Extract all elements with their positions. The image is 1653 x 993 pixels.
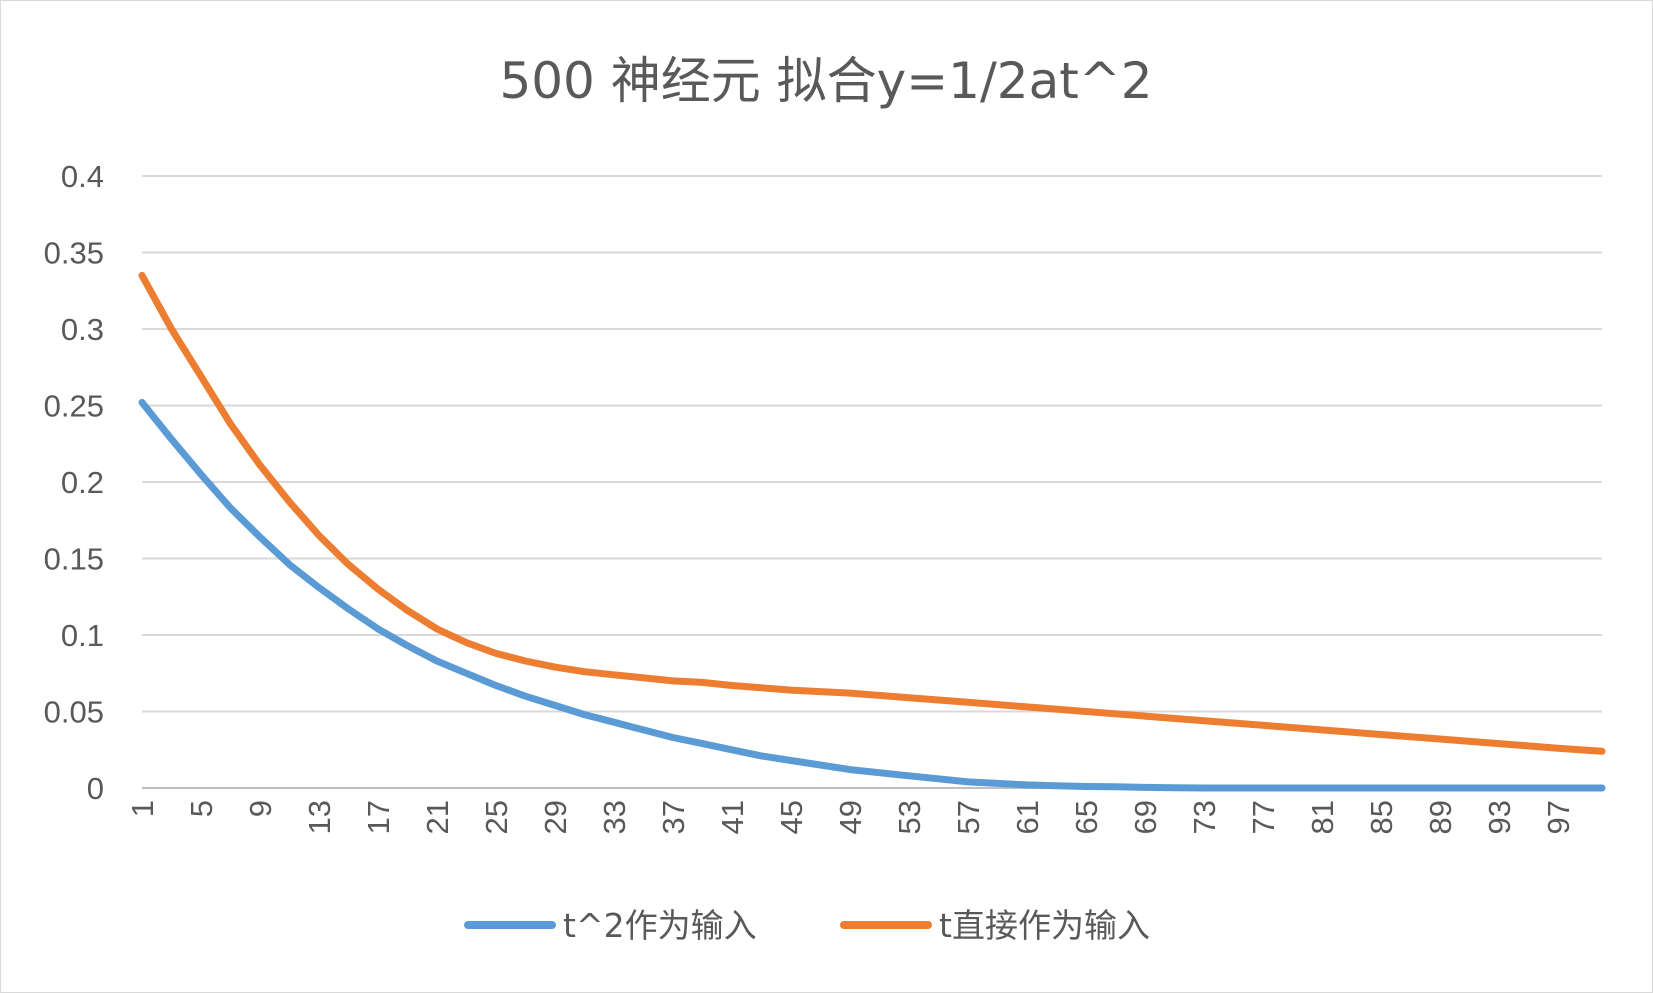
y-tick-label: 0.15 xyxy=(44,542,104,577)
x-tick-label: 57 xyxy=(951,800,986,834)
x-tick-label: 37 xyxy=(656,800,691,834)
y-tick-label: 0.25 xyxy=(44,389,104,424)
series-line-1 xyxy=(138,398,1606,792)
x-tick-label: 77 xyxy=(1246,800,1281,834)
legend-label-1: t^2作为输入 xyxy=(563,906,757,945)
y-tick-label: 0 xyxy=(87,771,104,806)
x-tick-label: 81 xyxy=(1305,800,1340,834)
x-tick-label: 41 xyxy=(715,800,750,834)
x-tick-label: 13 xyxy=(302,800,337,834)
x-tick-label: 25 xyxy=(479,800,514,834)
legend-label-2: t直接作为输入 xyxy=(939,906,1150,945)
y-tick-label: 0.1 xyxy=(61,618,104,653)
y-tick-label: 0.05 xyxy=(44,695,104,730)
x-tick-label: 1 xyxy=(125,800,160,817)
y-tick-label: 0.2 xyxy=(61,465,104,500)
x-tick-label: 65 xyxy=(1069,800,1104,834)
legend: t^2作为输入 t直接作为输入 xyxy=(464,906,1150,945)
x-tick-label: 97 xyxy=(1541,800,1576,834)
x-axis-ticks: 1 5 9 13 17 21 25 29 33 37 41 45 49 53 57 61 65 69 73 77 81 8… xyxy=(125,800,1576,834)
y-tick-label: 0.3 xyxy=(61,312,104,347)
x-tick-label: 45 xyxy=(774,800,809,834)
x-tick-label: 53 xyxy=(892,800,927,834)
x-tick-label: 5 xyxy=(184,800,219,817)
x-tick-label: 21 xyxy=(420,800,455,834)
x-tick-label: 61 xyxy=(1010,800,1045,834)
y-tick-label: 0.4 xyxy=(61,159,104,194)
y-tick-label: 0.35 xyxy=(44,236,104,271)
x-tick-label: 9 xyxy=(243,800,278,817)
x-tick-label: 69 xyxy=(1128,800,1163,834)
x-tick-label: 49 xyxy=(833,800,868,834)
chart-title: 500 神经元 拟合y=1/2at^2 xyxy=(499,52,1152,110)
x-tick-label: 73 xyxy=(1187,800,1222,834)
series-line-2 xyxy=(138,271,1606,755)
plot-area xyxy=(138,271,1606,792)
x-tick-label: 93 xyxy=(1482,800,1517,834)
y-axis-ticks: 0 0.05 0.1 0.15 0.2 0.25 0.3 0.35 0.4 xyxy=(44,159,104,806)
x-tick-label: 89 xyxy=(1423,800,1458,834)
x-tick-label: 85 xyxy=(1364,800,1399,834)
x-tick-label: 33 xyxy=(597,800,632,834)
x-tick-label: 29 xyxy=(538,800,573,834)
x-tick-label: 17 xyxy=(361,800,396,834)
